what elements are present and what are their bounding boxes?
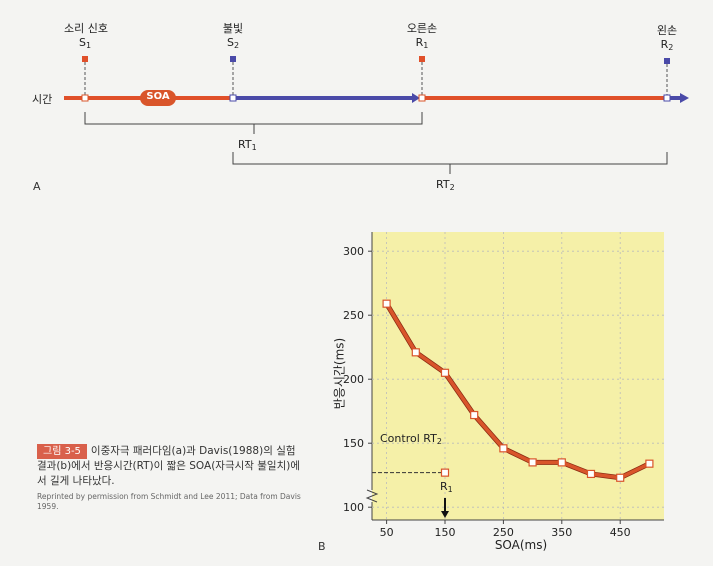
data-point: [382, 299, 391, 308]
arrowhead-blue-1: [412, 93, 420, 103]
data-point: [411, 348, 420, 357]
data-point: [586, 469, 596, 479]
y-tick-label: 200: [343, 373, 364, 386]
panel-b-letter: B: [318, 540, 326, 553]
event-r2: [663, 58, 671, 102]
event-r1: [418, 56, 426, 102]
figure-number: 그림 3-5: [37, 444, 87, 459]
event-r1-title: 오른손: [406, 22, 438, 35]
soa-label: SOA: [146, 91, 170, 102]
r1-label: R1: [440, 480, 453, 494]
event-s2-code: S2: [226, 36, 240, 50]
series-group: [382, 299, 654, 482]
data-point: [645, 459, 654, 468]
x-tick-label: 150: [435, 526, 456, 539]
plot-background: [372, 232, 664, 520]
data-point: [616, 473, 625, 482]
series-line: [385, 302, 651, 480]
timeline-svg: [64, 56, 689, 174]
figure-caption: 그림 3-5 이중자극 패러다임(a)과 Davis(1988)의 실험결과(b)…: [37, 444, 302, 512]
data-point: [528, 458, 537, 467]
y-tick-label: 150: [343, 437, 364, 450]
caption-credit: Reprinted by permission from Schmidt and…: [37, 492, 301, 511]
data-point: [499, 444, 508, 453]
event-s1: [81, 56, 89, 102]
data-point: [557, 458, 566, 467]
r1-arrow-head: [441, 511, 449, 518]
x-tick-label: 350: [551, 526, 572, 539]
event-r1-code: R1: [415, 36, 429, 50]
y-tick-label: 100: [343, 501, 364, 514]
control-rt2-label: Control RT2: [380, 432, 442, 446]
x-tick-label: 450: [610, 526, 631, 539]
event-s1-code: S1: [78, 36, 92, 50]
y-tick-label: 300: [343, 245, 364, 258]
time-label: 시간: [32, 93, 53, 106]
event-r2-title: 왼손: [656, 24, 678, 37]
panel-a-letter: A: [33, 180, 41, 193]
x-tick-label: 50: [380, 526, 394, 539]
soa-pill: [140, 90, 176, 106]
x-axis-label: SOA(ms): [494, 538, 548, 552]
event-s1-title: 소리 신호: [64, 22, 108, 35]
ticks: 100 150 200 250 300 50 150 250 350 450: [343, 245, 631, 539]
data-point: [470, 410, 479, 420]
r1-arrow: [441, 498, 449, 518]
control-rt2: [372, 468, 450, 477]
rt1-label: RT1: [238, 138, 257, 152]
arrowhead-tail: [680, 93, 689, 103]
event-s2: [229, 56, 237, 102]
y-axis-label: 반응시간(ms): [332, 337, 347, 410]
event-s2-title: 불빛: [222, 22, 244, 35]
x-tick-label: 250: [493, 526, 514, 539]
caption-text: 이중자극 패러다임(a)과 Davis(1988)의 실험결과(b)에서 반응시…: [37, 445, 301, 487]
rt2-label: RT2: [436, 178, 455, 192]
control-rt2-point: [440, 468, 450, 477]
event-r2-code: R2: [660, 38, 674, 52]
data-point: [440, 368, 450, 377]
axis-break: [365, 489, 379, 503]
y-tick-label: 250: [343, 309, 364, 322]
